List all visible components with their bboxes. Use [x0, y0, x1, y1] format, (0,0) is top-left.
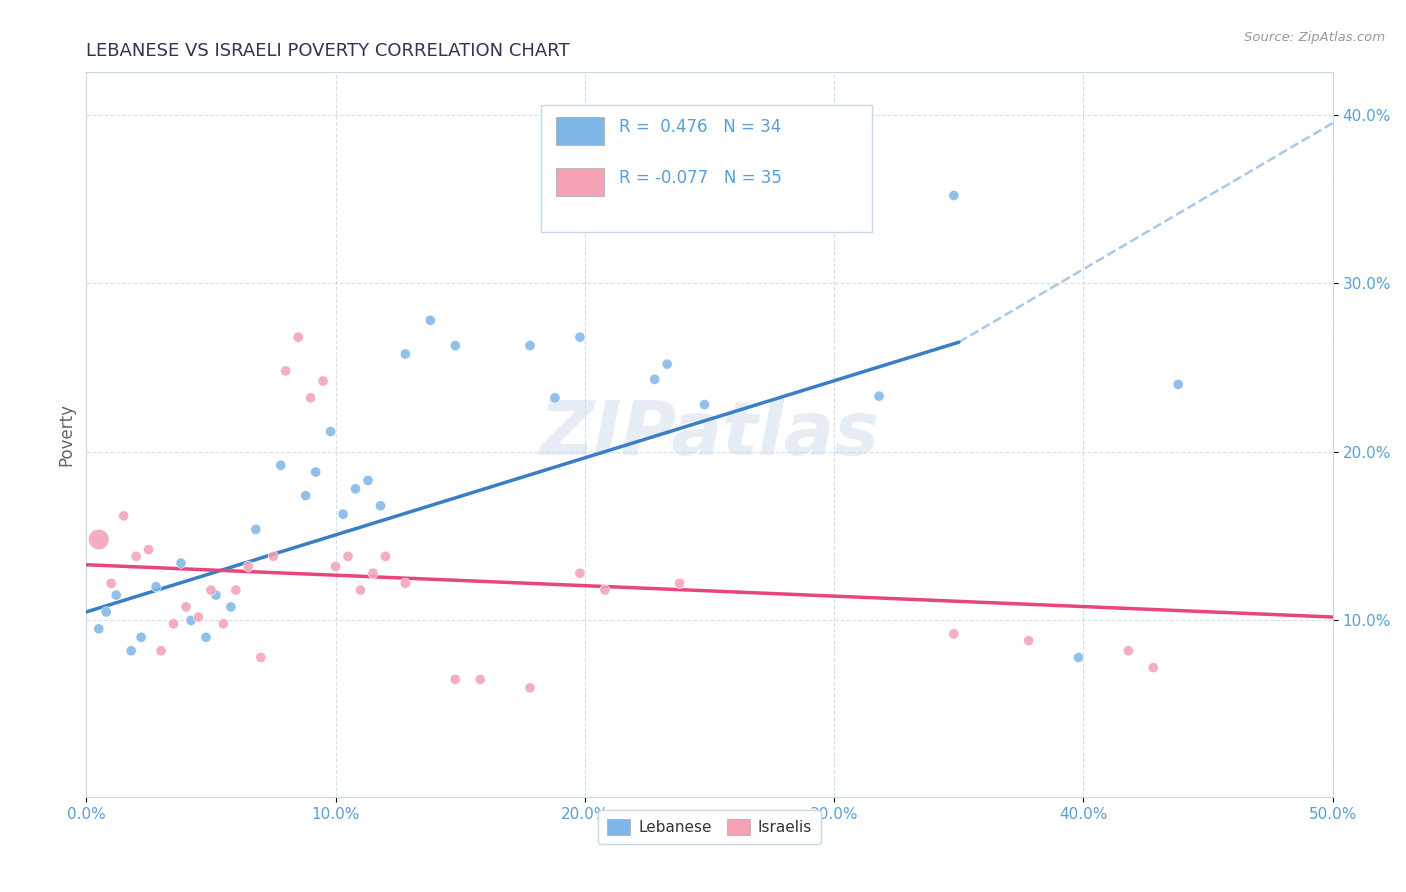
FancyBboxPatch shape — [541, 105, 872, 232]
Point — [150, 644, 173, 658]
Point — [568, 566, 591, 581]
Point — [444, 338, 467, 352]
Point — [187, 610, 209, 624]
Point — [370, 499, 392, 513]
Point — [180, 614, 202, 628]
Point — [270, 458, 292, 473]
Point — [942, 188, 965, 202]
Point — [304, 465, 326, 479]
Point — [544, 391, 567, 405]
Point — [394, 347, 416, 361]
Point — [419, 313, 441, 327]
Point — [194, 630, 217, 644]
Point — [361, 566, 384, 581]
Point — [245, 522, 267, 536]
Point — [96, 605, 118, 619]
Point — [668, 203, 690, 218]
Point — [657, 357, 679, 371]
Point — [162, 616, 184, 631]
Point — [1118, 644, 1140, 658]
Point — [294, 489, 316, 503]
Point — [205, 588, 228, 602]
Point — [219, 599, 242, 614]
Point — [357, 474, 380, 488]
Point — [693, 398, 716, 412]
Point — [470, 673, 492, 687]
Point — [212, 616, 235, 631]
Text: Source: ZipAtlas.com: Source: ZipAtlas.com — [1244, 31, 1385, 45]
Point — [568, 330, 591, 344]
Point — [238, 559, 260, 574]
Text: LEBANESE VS ISRAELI POVERTY CORRELATION CHART: LEBANESE VS ISRAELI POVERTY CORRELATION … — [86, 42, 569, 60]
Point — [519, 338, 541, 352]
Point — [349, 582, 371, 597]
Legend: Lebanese, Israelis: Lebanese, Israelis — [599, 810, 821, 844]
Point — [337, 549, 360, 564]
Text: R = -0.077   N = 35: R = -0.077 N = 35 — [619, 169, 782, 186]
Point — [125, 549, 148, 564]
Point — [287, 330, 309, 344]
Point — [274, 364, 297, 378]
Point — [325, 559, 347, 574]
Point — [312, 374, 335, 388]
Point — [262, 549, 284, 564]
Point — [100, 576, 122, 591]
Point — [644, 372, 666, 386]
Point — [519, 681, 541, 695]
Point — [112, 508, 135, 523]
Point — [138, 542, 160, 557]
Point — [170, 556, 193, 570]
Point — [249, 650, 271, 665]
FancyBboxPatch shape — [557, 117, 603, 145]
Text: ZIPatlas: ZIPatlas — [540, 399, 880, 472]
Point — [344, 482, 367, 496]
Point — [120, 644, 142, 658]
Point — [87, 622, 110, 636]
Point — [668, 576, 690, 591]
Point — [200, 582, 222, 597]
Point — [145, 580, 167, 594]
Point — [868, 389, 890, 403]
Point — [105, 588, 128, 602]
Point — [129, 630, 152, 644]
Point — [1067, 650, 1090, 665]
Point — [87, 533, 110, 547]
FancyBboxPatch shape — [557, 168, 603, 195]
Point — [174, 599, 197, 614]
Text: R =  0.476   N = 34: R = 0.476 N = 34 — [619, 118, 780, 136]
Point — [942, 627, 965, 641]
Point — [593, 582, 616, 597]
Point — [444, 673, 467, 687]
Point — [394, 576, 416, 591]
Point — [1167, 377, 1189, 392]
Point — [299, 391, 322, 405]
Point — [319, 425, 342, 439]
Y-axis label: Poverty: Poverty — [58, 403, 75, 467]
Point — [374, 549, 396, 564]
Point — [332, 507, 354, 521]
Point — [225, 582, 247, 597]
Point — [1018, 633, 1040, 648]
Point — [1142, 660, 1164, 674]
